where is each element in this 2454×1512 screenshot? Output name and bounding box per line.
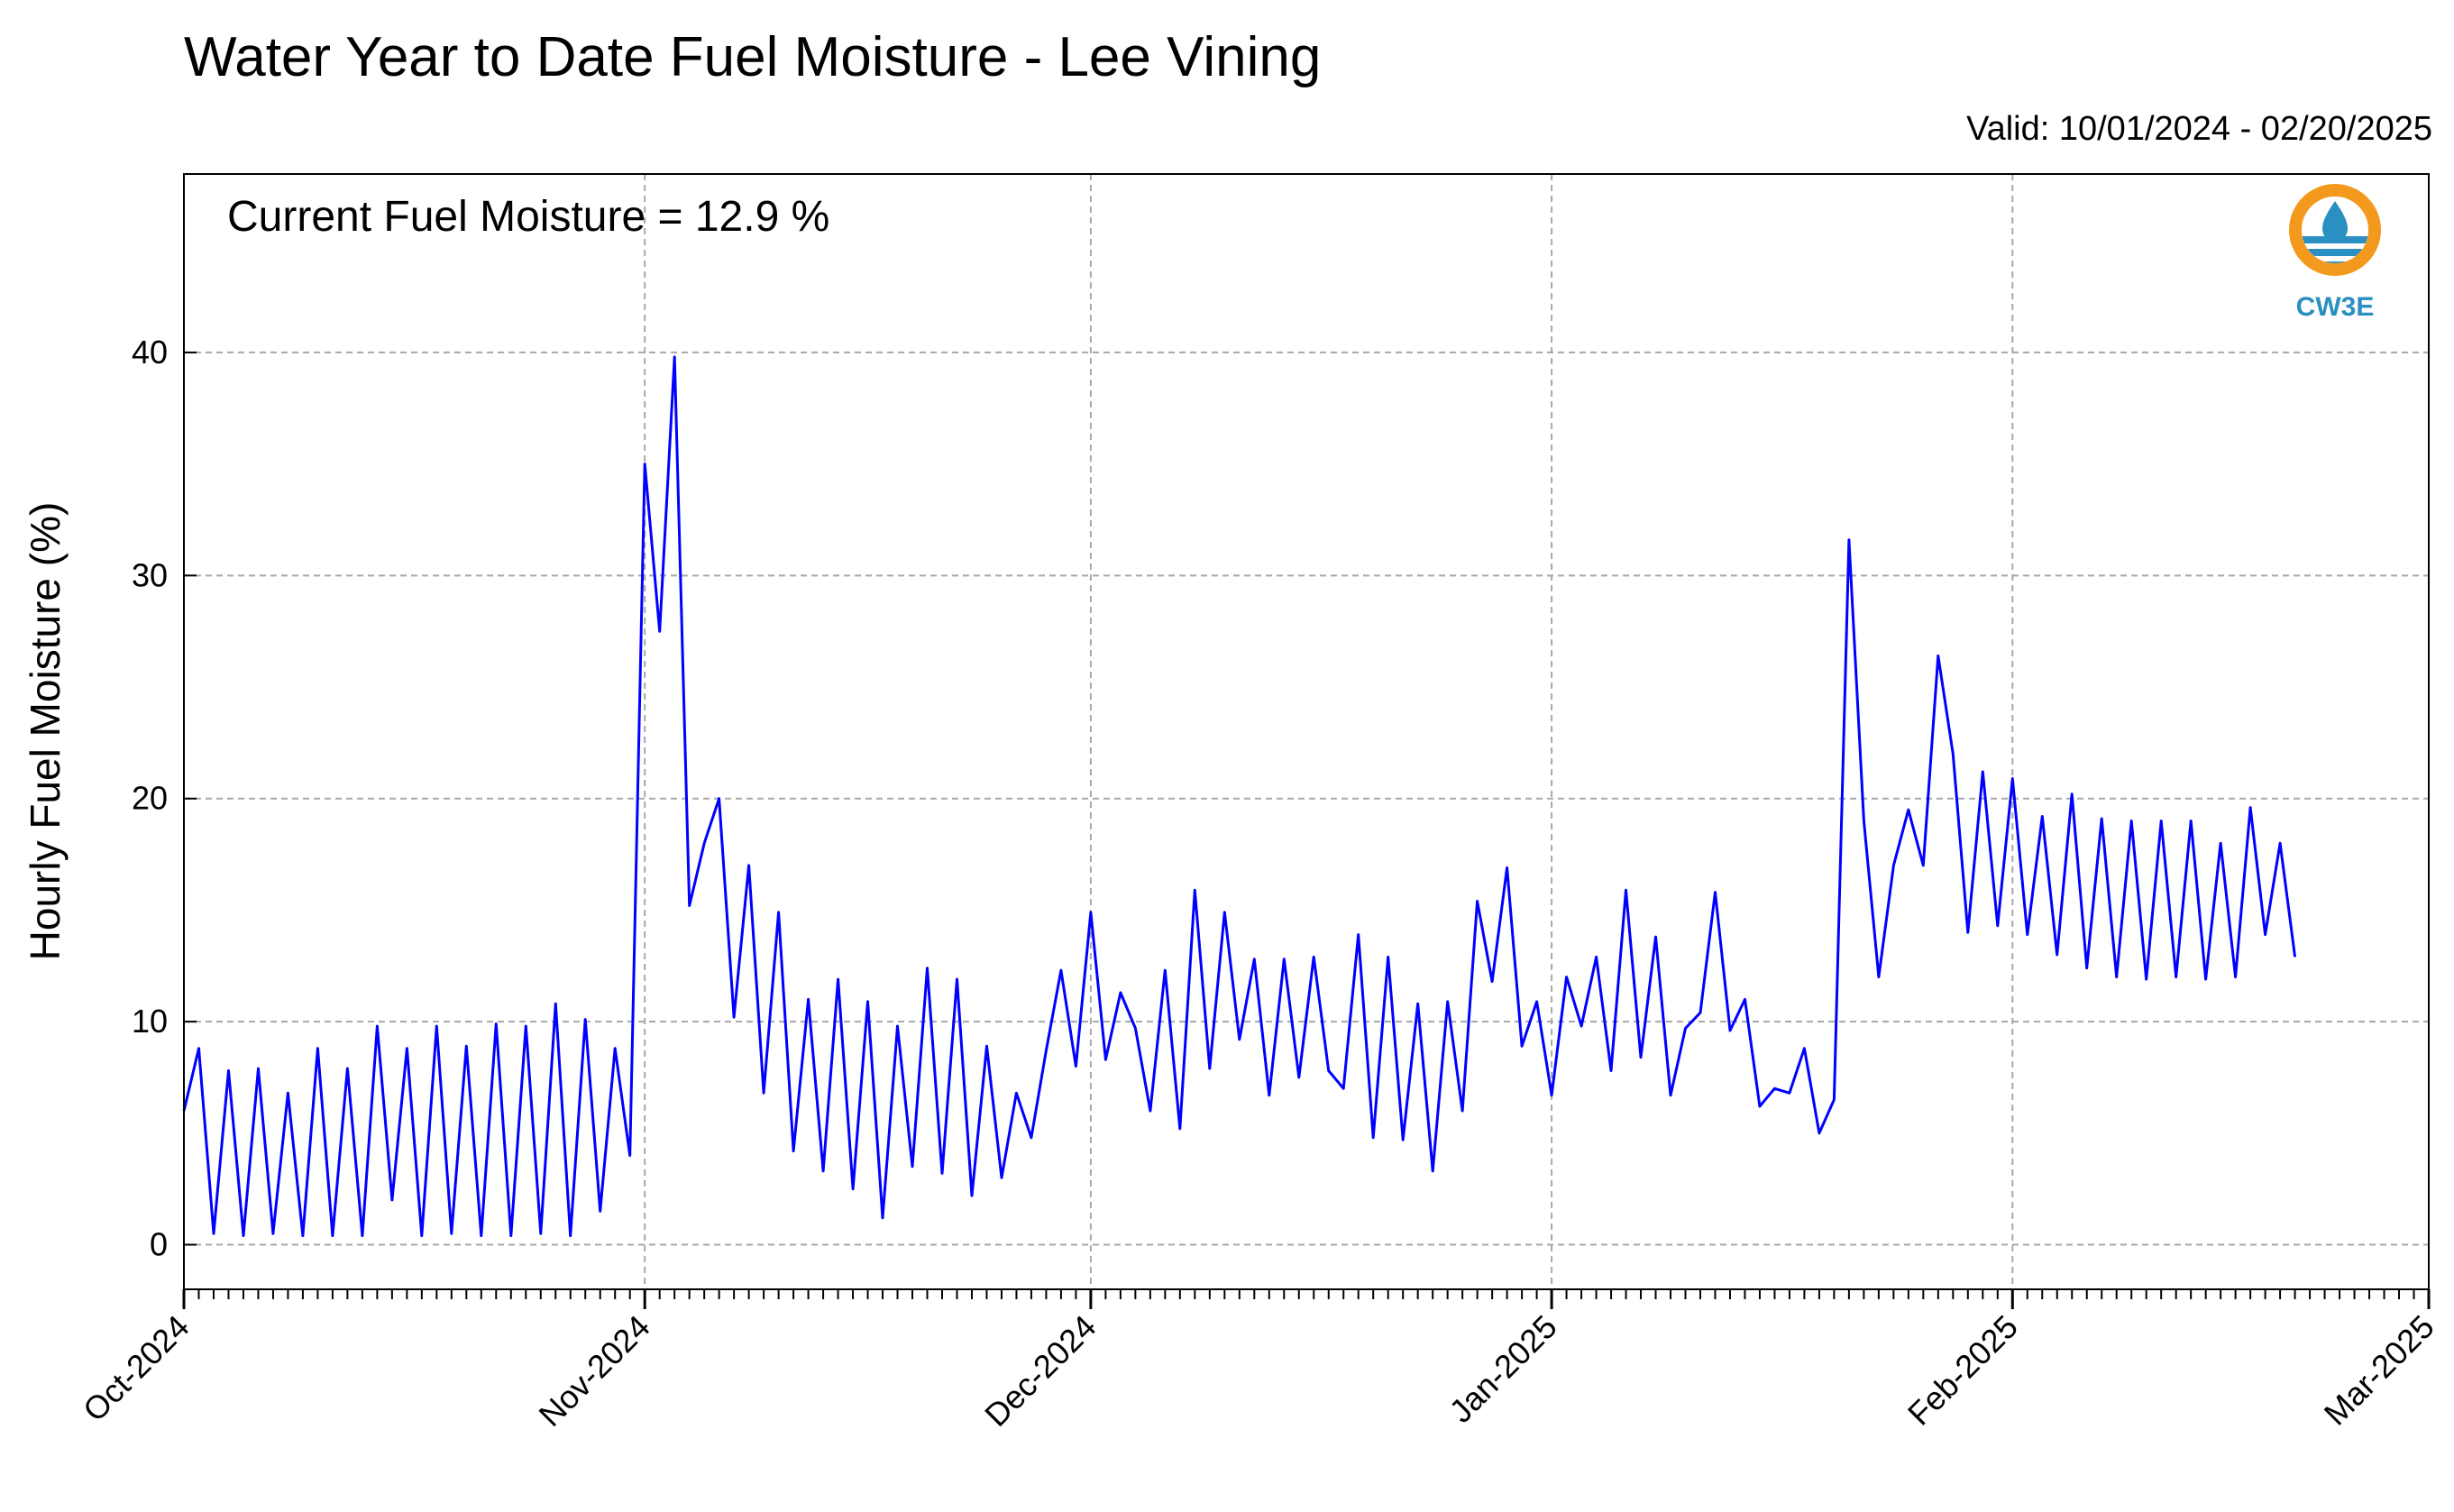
y-tick-label: 30	[132, 556, 168, 593]
chart-title: Water Year to Date Fuel Moisture - Lee V…	[184, 26, 1322, 88]
x-tick-label: Oct-2024	[76, 1308, 197, 1429]
fuel-moisture-line	[182, 355, 2297, 1238]
y-tick-label: 0	[150, 1226, 168, 1263]
cw3e-logo: CW3E	[2289, 184, 2381, 322]
x-tick-label: Nov-2024	[531, 1308, 656, 1434]
y-tick-label: 40	[132, 334, 168, 371]
x-tick-label: Mar-2025	[2317, 1308, 2441, 1433]
series-layer	[182, 355, 2297, 1238]
axis-ticks: 0 10 20 30 40 Oct-2024 Nov-2024 Dec-2024 Jan-202…	[76, 334, 2441, 1434]
x-tick-label: Feb-2025	[1900, 1308, 2025, 1433]
y-axis-label: Hourly Fuel Moisture (%)	[22, 502, 69, 961]
grid-lines	[184, 174, 2429, 1289]
y-tick-label: 10	[132, 1003, 168, 1040]
y-tick-label: 20	[132, 780, 168, 817]
x-tick-label: Jan-2025	[1442, 1308, 1564, 1430]
plot-frame	[183, 173, 2430, 1290]
x-tick-label: Dec-2024	[977, 1308, 1103, 1434]
current-fuel-moisture-annotation: Current Fuel Moisture = 12.9 %	[227, 193, 829, 241]
valid-date-range: Valid: 10/01/2024 - 02/20/2025	[1966, 110, 2432, 148]
cw3e-logo-text: CW3E	[2296, 292, 2375, 322]
